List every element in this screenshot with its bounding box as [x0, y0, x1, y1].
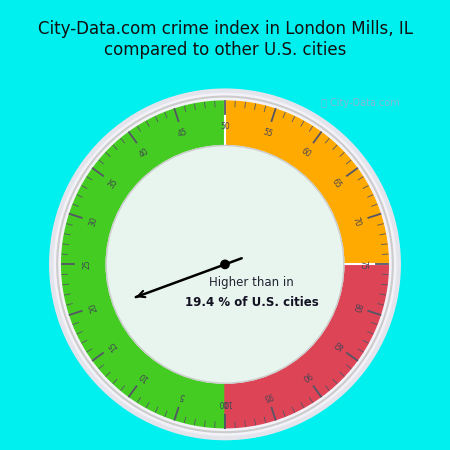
Text: 90: 90	[300, 369, 313, 382]
Text: 50: 50	[220, 122, 230, 131]
Wedge shape	[62, 101, 225, 428]
Text: 40: 40	[137, 146, 150, 159]
Wedge shape	[225, 101, 388, 265]
Text: Higher than in: Higher than in	[209, 276, 294, 289]
Text: 30: 30	[88, 216, 99, 228]
Text: 0: 0	[223, 398, 227, 407]
Circle shape	[50, 89, 400, 440]
Text: 45: 45	[176, 127, 189, 139]
Text: 10: 10	[137, 369, 150, 382]
Wedge shape	[225, 265, 388, 428]
Text: 95: 95	[261, 390, 274, 401]
Text: 19.4 % of U.S. cities: 19.4 % of U.S. cities	[185, 297, 319, 310]
Text: 55: 55	[261, 127, 274, 139]
Circle shape	[221, 260, 229, 269]
Circle shape	[106, 146, 344, 383]
Text: ⓘ City-Data.com: ⓘ City-Data.com	[321, 98, 400, 108]
Text: 20: 20	[88, 301, 99, 313]
Text: 35: 35	[107, 176, 120, 190]
Text: 100: 100	[218, 398, 232, 407]
Text: 15: 15	[107, 339, 120, 352]
Text: 85: 85	[330, 339, 343, 352]
Text: 25: 25	[82, 260, 91, 269]
Text: City-Data.com crime index in London Mills, IL
compared to other U.S. cities: City-Data.com crime index in London Mill…	[37, 20, 413, 59]
Text: 80: 80	[351, 301, 362, 313]
Text: 5: 5	[179, 391, 186, 401]
Text: 65: 65	[330, 176, 343, 190]
Circle shape	[54, 94, 396, 435]
Text: 75: 75	[359, 260, 368, 269]
Text: 70: 70	[351, 216, 362, 228]
Text: 60: 60	[300, 146, 313, 159]
